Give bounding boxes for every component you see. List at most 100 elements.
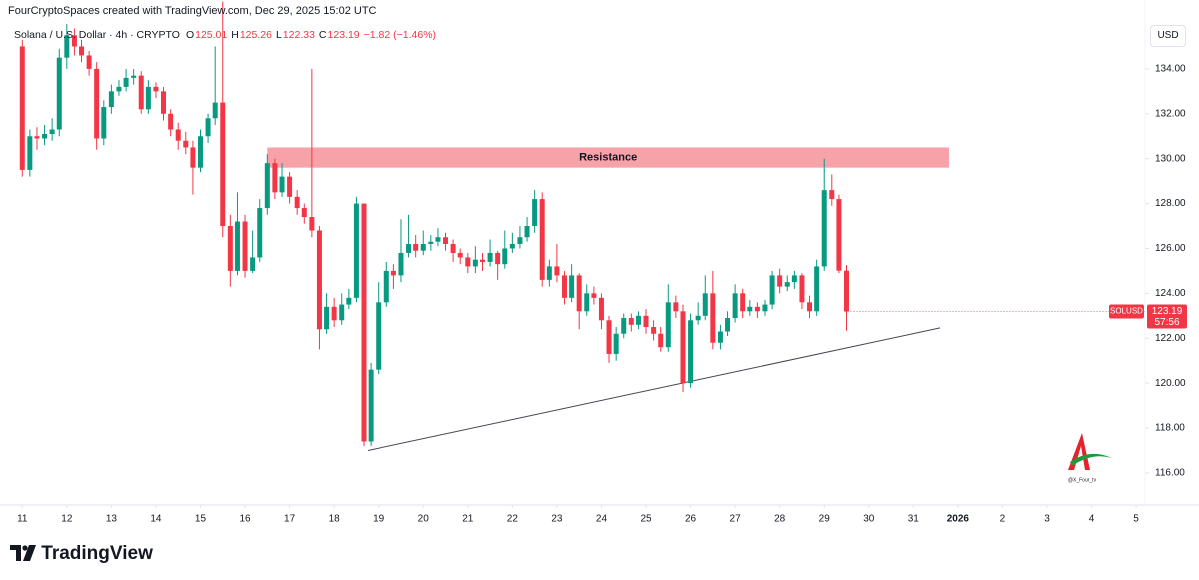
candle-body bbox=[197, 136, 203, 168]
candle-body bbox=[740, 293, 746, 312]
candle bbox=[131, 68, 137, 85]
candle bbox=[331, 297, 337, 328]
candle bbox=[413, 234, 419, 258]
candle bbox=[234, 192, 240, 276]
currency-button[interactable]: USD bbox=[1150, 25, 1186, 47]
candle bbox=[621, 313, 627, 339]
candle-body bbox=[175, 129, 181, 141]
candle-body bbox=[450, 243, 456, 253]
candle bbox=[190, 140, 196, 195]
watermark-logo: @X_Four_tv bbox=[1068, 433, 1112, 483]
x-tick-label: 20 bbox=[418, 514, 430, 525]
candle-body bbox=[71, 35, 77, 47]
candle bbox=[242, 214, 248, 278]
candle-body bbox=[116, 86, 122, 92]
candle-body bbox=[138, 75, 144, 110]
candle bbox=[539, 192, 545, 287]
candle-body bbox=[576, 275, 582, 312]
candle-body bbox=[807, 302, 813, 312]
candle-body bbox=[257, 208, 263, 258]
legend-label: L bbox=[275, 29, 282, 41]
candle bbox=[183, 131, 189, 155]
candle-body bbox=[220, 102, 226, 227]
candle-body bbox=[814, 266, 820, 312]
candle-body bbox=[829, 190, 835, 200]
candle bbox=[64, 24, 70, 69]
candle-body bbox=[695, 315, 701, 321]
candle bbox=[138, 71, 144, 114]
candle-body bbox=[465, 257, 471, 267]
candle-body bbox=[64, 35, 70, 58]
candle bbox=[688, 313, 694, 388]
candle-body bbox=[635, 315, 641, 325]
candle bbox=[673, 295, 679, 319]
x-tick-label: 17 bbox=[284, 514, 296, 525]
candle-body bbox=[598, 297, 604, 321]
candle-body bbox=[472, 259, 478, 267]
candle bbox=[807, 295, 813, 319]
candle bbox=[777, 268, 783, 294]
candle bbox=[598, 293, 604, 330]
candle bbox=[123, 68, 129, 92]
candle-body bbox=[732, 293, 738, 319]
legend-label: C bbox=[318, 29, 327, 41]
candle bbox=[472, 246, 478, 274]
candle bbox=[702, 275, 708, 321]
candle bbox=[554, 243, 560, 283]
candle-body bbox=[546, 266, 552, 280]
candle-body bbox=[131, 75, 137, 78]
candle-body bbox=[754, 306, 760, 312]
candle-body bbox=[680, 311, 686, 384]
watermark: @X_Four_tv bbox=[1068, 477, 1097, 483]
x-tick-label: 28 bbox=[774, 514, 786, 525]
candle-body bbox=[836, 199, 842, 271]
x-tick-label: 15 bbox=[195, 514, 207, 525]
candle bbox=[227, 214, 233, 287]
candle bbox=[116, 80, 122, 96]
candle bbox=[784, 275, 790, 292]
candle-body bbox=[272, 163, 278, 193]
legend-value: 123.19 bbox=[327, 29, 360, 41]
x-tick-label: 14 bbox=[150, 514, 162, 525]
chart: @X_Four_tv 116.00 118.00 120.00 122.00 124.0… bbox=[0, 0, 1199, 525]
candle-body bbox=[769, 275, 775, 305]
y-tick-label: 130.00 bbox=[1155, 153, 1186, 164]
candle-body bbox=[665, 302, 671, 348]
candle-body bbox=[651, 327, 657, 334]
candle bbox=[390, 264, 396, 289]
candle-body bbox=[643, 315, 649, 328]
candle-body bbox=[702, 293, 708, 316]
trendline bbox=[367, 327, 941, 451]
candle-body bbox=[799, 275, 805, 303]
candle-body bbox=[658, 333, 664, 348]
price-badge bbox=[1147, 304, 1187, 329]
candle-body bbox=[569, 275, 575, 298]
y-tick-label: 134.00 bbox=[1155, 64, 1186, 75]
candle bbox=[762, 300, 768, 316]
candle bbox=[710, 270, 716, 350]
candle bbox=[145, 80, 151, 114]
candle-body bbox=[183, 140, 189, 148]
candle-body bbox=[34, 136, 40, 139]
candle bbox=[86, 50, 92, 76]
candle-body bbox=[606, 320, 612, 354]
candle bbox=[339, 293, 345, 325]
candle-body bbox=[301, 208, 307, 218]
candle bbox=[101, 100, 107, 146]
candle-body bbox=[420, 243, 426, 251]
candle bbox=[480, 252, 486, 271]
candle-body bbox=[339, 304, 345, 321]
legend-label: O bbox=[185, 29, 195, 41]
candle-body bbox=[108, 91, 114, 108]
candle bbox=[502, 230, 508, 269]
candle bbox=[576, 273, 582, 330]
candle-body bbox=[747, 306, 753, 312]
candle bbox=[569, 264, 575, 303]
candle-body bbox=[487, 252, 493, 262]
candle bbox=[584, 284, 590, 316]
candle bbox=[465, 252, 471, 274]
candle bbox=[250, 230, 256, 274]
candle bbox=[383, 261, 389, 307]
x-tick-label: 30 bbox=[863, 514, 875, 525]
candle-body bbox=[821, 190, 827, 267]
